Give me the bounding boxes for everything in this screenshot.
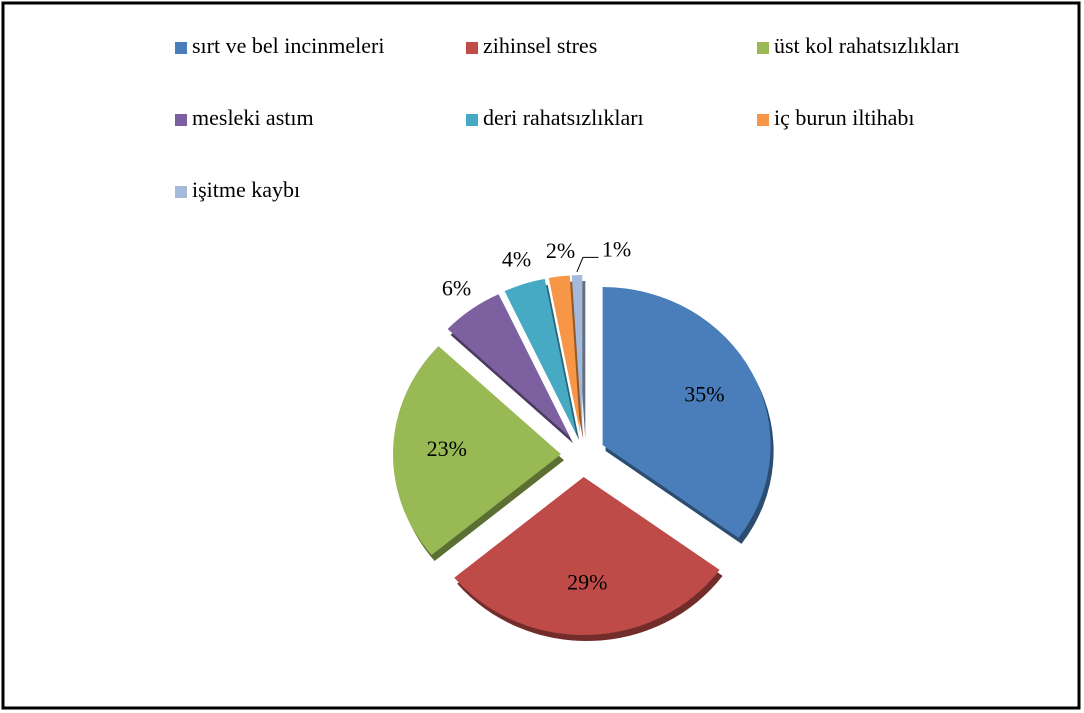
data-label: 29% <box>567 569 607 594</box>
legend-swatch <box>175 186 187 198</box>
data-label: 2% <box>546 238 575 263</box>
slice <box>447 294 571 438</box>
legend-label: mesleki astım <box>192 105 314 130</box>
data-label: 1% <box>602 236 631 261</box>
legend-label: zihinsel stres <box>483 33 597 58</box>
legend-swatch <box>757 42 769 54</box>
legend-label: üst kol rahatsızlıkları <box>774 33 960 58</box>
slice <box>504 278 577 435</box>
leader-line <box>576 256 599 273</box>
legend-swatch <box>175 114 187 126</box>
slice <box>393 346 562 556</box>
data-label: 23% <box>427 436 467 461</box>
data-label: 35% <box>684 381 724 406</box>
legend-swatch <box>757 114 769 126</box>
data-label: 6% <box>442 275 471 300</box>
legend-label: işitme kaybı <box>192 177 300 202</box>
slice <box>602 287 771 538</box>
data-label: 4% <box>502 246 531 271</box>
slice <box>454 476 720 635</box>
legend-label: deri rahatsızlıkları <box>483 105 644 130</box>
legend-label: iç burun iltihabı <box>774 105 915 130</box>
slice <box>548 275 581 434</box>
legend-swatch <box>466 114 478 126</box>
legend-label: sırt ve bel incinmeleri <box>192 33 384 58</box>
legend-swatch <box>175 42 187 54</box>
legend-swatch <box>466 42 478 54</box>
slice <box>571 275 583 434</box>
